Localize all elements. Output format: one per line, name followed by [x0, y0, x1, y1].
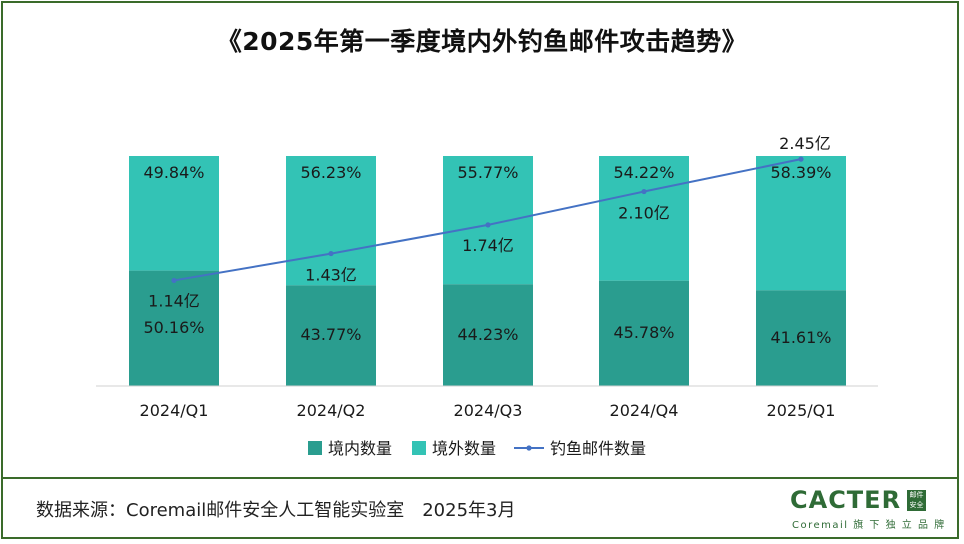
data-label-foreign: 54.22%: [613, 163, 674, 182]
chart-title: 《2025年第一季度境内外钓鱼邮件攻击趋势》: [216, 27, 748, 56]
bar-domestic: [756, 290, 846, 386]
data-label-foreign: 55.77%: [457, 163, 518, 182]
bar-domestic: [129, 270, 219, 386]
x-tick-label: 2024/Q1: [140, 401, 209, 420]
bar-domestic: [443, 284, 533, 386]
legend-label-foreign: 境外数量: [432, 439, 496, 458]
legend-label-line: 钓鱼邮件数量: [550, 439, 646, 458]
data-label-line: 2.45亿: [779, 134, 831, 153]
data-label-line: 1.43亿: [305, 266, 357, 285]
bar-foreign: [286, 156, 376, 286]
line-point: [171, 277, 177, 284]
bar-foreign: [756, 156, 846, 291]
bar-domestic: [286, 285, 376, 386]
data-label-domestic: 41.61%: [770, 328, 831, 347]
line-point: [641, 188, 647, 195]
data-label-line: 1.14亿: [148, 291, 200, 310]
line-point: [798, 156, 804, 162]
data-label-foreign: 58.39%: [770, 163, 831, 182]
bar-foreign: [129, 156, 219, 271]
x-tick-label: 2024/Q3: [454, 401, 523, 420]
logo-wordmark: CACTER: [790, 486, 902, 514]
legend-swatch-domestic: [308, 441, 322, 455]
logo-badge: 邮件 安全: [907, 490, 926, 511]
data-label-domestic: 50.16%: [143, 318, 204, 337]
combo-chart: 2024/Q1 2024/Q2 2024/Q3 2024/Q4 2025/Q1 49.84…: [96, 134, 878, 458]
legend-line-marker: [526, 445, 532, 451]
footer-divider: [2, 477, 958, 479]
data-label-domestic: 45.78%: [613, 323, 674, 342]
data-label-foreign: 56.23%: [300, 163, 361, 182]
bar-domestic: [599, 280, 689, 386]
bar-foreign: [599, 156, 689, 281]
x-tick-label: 2024/Q2: [297, 401, 366, 420]
cacter-logo: CACTER 邮件 安全 Coremail 旗 下 独 立 品 牌: [790, 486, 944, 532]
line-point: [485, 222, 491, 228]
x-tick-label: 2025/Q1: [767, 401, 836, 420]
data-label-domestic: 44.23%: [457, 325, 518, 344]
data-label-foreign: 49.84%: [143, 163, 204, 182]
legend-label-domestic: 境内数量: [328, 439, 392, 458]
x-tick-label: 2024/Q4: [610, 401, 679, 420]
line-point: [328, 250, 334, 257]
data-label-line: 2.10亿: [618, 204, 670, 223]
data-label-line: 1.74亿: [462, 236, 514, 255]
data-source: 数据来源：Coremail邮件安全人工智能实验室 2025年3月: [36, 500, 516, 521]
logo-tagline: Coremail 旗 下 独 立 品 牌: [792, 520, 946, 531]
bar-foreign: [443, 156, 533, 285]
legend-swatch-foreign: [412, 441, 426, 455]
data-label-domestic: 43.77%: [300, 325, 361, 344]
